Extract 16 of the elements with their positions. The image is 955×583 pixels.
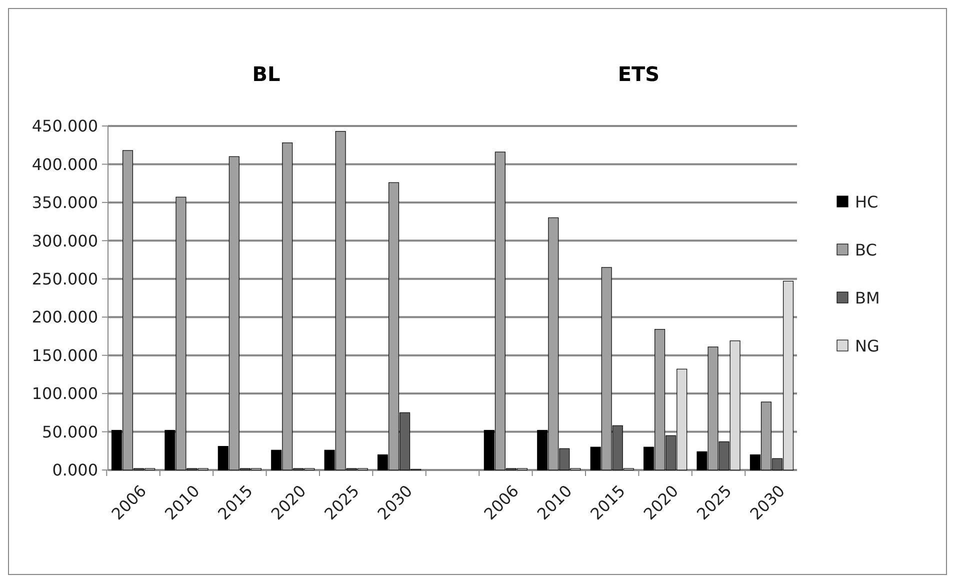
y-tick-label: 400.000 [32, 154, 98, 174]
legend-label: HC [855, 192, 878, 212]
y-tick-label: 50.000 [42, 422, 98, 442]
legend-label: NG [855, 336, 880, 356]
text: ETS [618, 62, 660, 86]
y-tick-label: 100.000 [32, 384, 98, 404]
y-tick-label: 250.000 [32, 269, 98, 288]
legend-label: BC [855, 240, 877, 260]
y-tick-label: 350.000 [32, 193, 98, 212]
y-tick-label: 450.000 [32, 116, 98, 136]
y-tick-label: 300.000 [32, 231, 98, 250]
text: BL [252, 62, 281, 86]
y-tick-label: 200.000 [32, 308, 98, 327]
y-tick-label: 150.000 [32, 346, 98, 365]
legend-label: BM [855, 288, 880, 308]
y-tick-label: 0.000 [52, 460, 98, 480]
